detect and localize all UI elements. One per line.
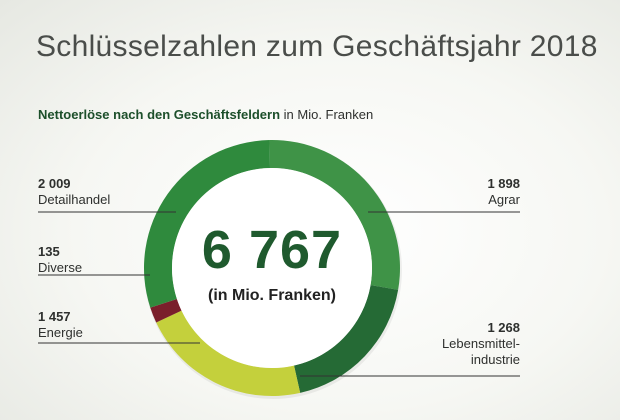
label-lebensmittel: 1 268 Lebensmittel- industrie	[400, 320, 520, 368]
total-unit: (in Mio. Franken)	[208, 287, 336, 304]
value-detailhandel: 2 009	[38, 176, 71, 191]
subtitle-bold: Nettoerlöse nach den Geschäftsfeldern	[38, 107, 281, 122]
name-diverse: Diverse	[38, 260, 83, 275]
slice-detailhandel	[144, 140, 271, 308]
value-energie: 1 457	[38, 309, 71, 324]
value-agrar: 1 898	[487, 176, 520, 191]
name-detailhandel: Detailhandel	[38, 192, 111, 207]
donut-hole	[172, 168, 372, 368]
value-diverse: 135	[38, 244, 60, 259]
slice-agrar	[269, 140, 400, 290]
label-detailhandel: 2 009 Detailhandel	[38, 176, 110, 208]
label-agrar: 1 898 Agrar	[420, 176, 520, 208]
subtitle-unit: in Mio. Franken	[283, 107, 374, 122]
name-energie: Energie	[38, 325, 83, 340]
total-value: 6 767	[201, 220, 343, 280]
slice-lebensmittelindustrie	[294, 285, 399, 393]
slice-energie	[156, 310, 301, 396]
label-energie: 1 457 Energie	[38, 309, 83, 341]
chart-subtitle: Nettoerlöse nach den Geschäftsfeldern in…	[38, 107, 373, 122]
slice-diverse	[150, 298, 182, 323]
label-diverse: 135 Diverse	[38, 244, 82, 276]
page-title: Schlüsselzahlen zum Geschäftsjahr 2018	[36, 30, 598, 63]
name-lebensmittel-1: Lebensmittel-	[441, 336, 520, 351]
name-lebensmittel-2: industrie	[470, 352, 520, 367]
value-lebensmittel: 1 268	[487, 320, 520, 335]
name-agrar: Agrar	[488, 192, 520, 207]
